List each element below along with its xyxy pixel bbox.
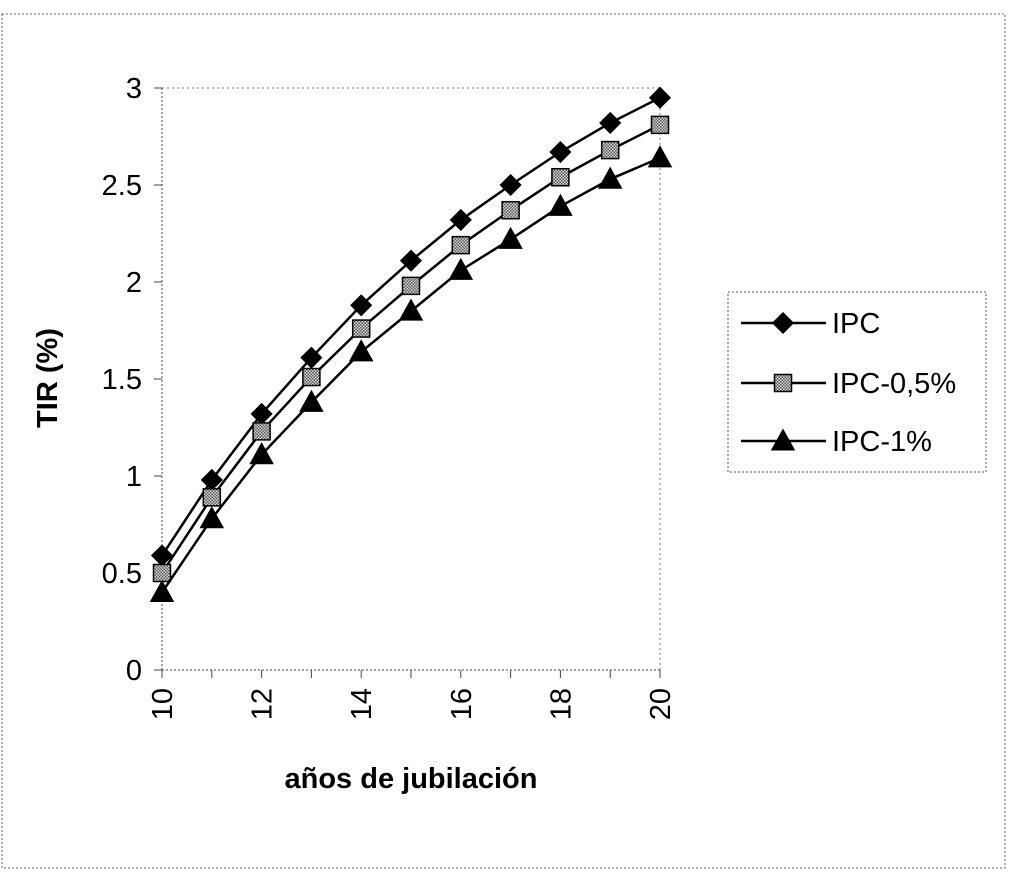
series-line [160, 156, 661, 594]
y-tick-label: 2.5 [102, 170, 142, 202]
x-tick-label: 14 [346, 688, 378, 720]
legend-label: IPC-1% [832, 426, 932, 458]
chart-area-border [1, 13, 1006, 869]
data-point [249, 442, 274, 465]
legend-marker [771, 311, 795, 335]
x-tick-label: 16 [446, 688, 478, 720]
series-2 [152, 115, 670, 583]
data-point [549, 140, 572, 164]
data-point [348, 339, 374, 362]
x-tick-label: 18 [545, 688, 577, 720]
data-point [401, 276, 421, 296]
series-3 [149, 145, 673, 602]
legend-entry: IPC-0,5% [741, 368, 956, 400]
y-tick-label: 1 [126, 461, 142, 493]
data-point [650, 115, 670, 135]
x-tick-marks [161, 670, 661, 678]
data-point [551, 167, 570, 187]
data-point [648, 86, 672, 109]
legend-label: IPC [832, 308, 880, 340]
x-tick-label: 10 [147, 688, 179, 720]
data-point [351, 319, 371, 338]
legend-marker [770, 428, 796, 451]
data-point [599, 111, 622, 134]
data-point [350, 294, 373, 317]
data-point [597, 166, 623, 189]
data-point [199, 506, 225, 529]
series-layer [149, 86, 673, 602]
data-point [548, 193, 573, 216]
data-point [202, 488, 222, 507]
data-point [449, 208, 472, 231]
y-axis-title: TIR (%) [32, 328, 64, 428]
x-tick-label: 12 [247, 688, 279, 720]
y-tick-label: 3 [126, 73, 142, 105]
y-tick-labels: 0 0.5 1 1.5 2 2.5 3 [102, 73, 142, 687]
data-point [152, 563, 172, 583]
x-tick-label: 20 [645, 688, 677, 720]
plot-area [154, 87, 661, 678]
data-point [600, 140, 620, 160]
legend-entry: IPC [741, 308, 880, 340]
data-point [448, 257, 474, 280]
data-point [498, 226, 523, 249]
data-point [647, 145, 673, 168]
data-point [149, 579, 175, 602]
x-axis-title: años de jubilación [285, 763, 538, 795]
legend-entry: IPC-1% [741, 426, 932, 458]
y-tick-label: 0.5 [102, 558, 142, 590]
y-tick-label: 0 [126, 655, 142, 687]
legend-label: IPC-0,5% [832, 368, 956, 400]
y-tick-label: 2 [126, 267, 142, 299]
legend: IPC IPC-0,5% IPC-1% [727, 291, 987, 473]
data-point [302, 367, 321, 387]
data-point [252, 422, 271, 441]
data-point [499, 173, 522, 197]
data-point [398, 298, 424, 321]
y-tick-label: 1.5 [102, 364, 142, 396]
x-tick-labels: 10 12 14 16 18 20 [147, 688, 677, 720]
data-point [300, 346, 323, 369]
data-point [299, 389, 324, 412]
series-1 [150, 86, 672, 567]
legend-marker [773, 373, 793, 393]
data-point [451, 235, 471, 255]
data-point [501, 200, 520, 220]
data-point [399, 249, 423, 272]
